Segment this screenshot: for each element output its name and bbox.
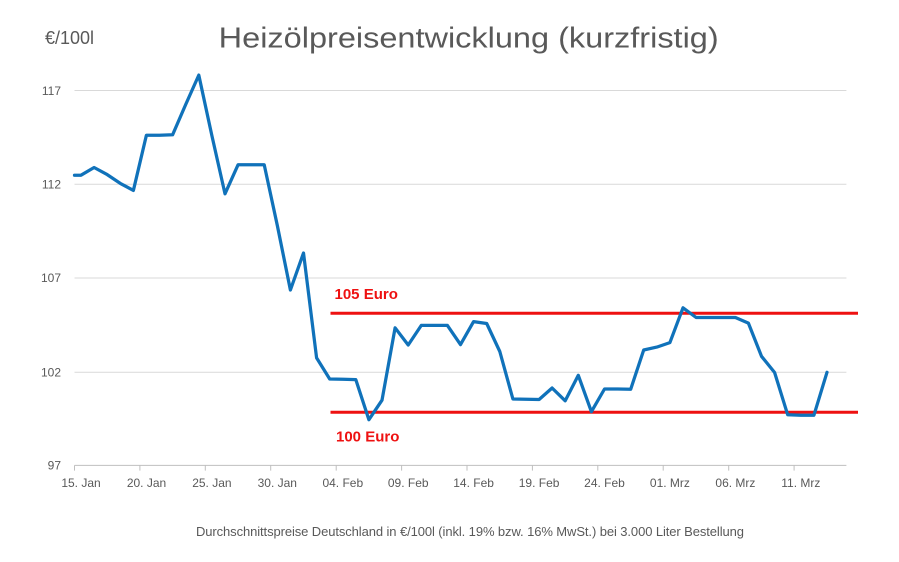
svg-text:100 Euro: 100 Euro xyxy=(336,429,399,446)
svg-text:06. Mrz: 06. Mrz xyxy=(715,476,755,490)
svg-text:€/100l: €/100l xyxy=(45,28,94,48)
svg-text:105 Euro: 105 Euro xyxy=(335,286,398,303)
svg-text:09. Feb: 09. Feb xyxy=(388,476,429,490)
svg-text:20. Jan: 20. Jan xyxy=(127,476,166,490)
svg-text:Durchschnittspreise Deutschlan: Durchschnittspreise Deutschland in €/100… xyxy=(196,524,744,539)
svg-text:24. Feb: 24. Feb xyxy=(584,476,625,490)
svg-text:14. Feb: 14. Feb xyxy=(453,476,494,490)
svg-text:97: 97 xyxy=(48,459,62,473)
svg-text:Heizölpreisentwicklung (kurzfr: Heizölpreisentwicklung (kurzfristig) xyxy=(219,23,719,55)
svg-text:04. Feb: 04. Feb xyxy=(322,476,363,490)
svg-text:01. Mrz: 01. Mrz xyxy=(650,476,690,490)
svg-text:112: 112 xyxy=(42,177,61,191)
svg-text:25. Jan: 25. Jan xyxy=(192,476,231,490)
svg-text:117: 117 xyxy=(42,84,61,98)
svg-text:30. Jan: 30. Jan xyxy=(258,476,297,490)
svg-text:19. Feb: 19. Feb xyxy=(519,476,560,490)
svg-text:15. Jan: 15. Jan xyxy=(61,476,100,490)
svg-text:11. Mrz: 11. Mrz xyxy=(781,476,820,490)
svg-text:102: 102 xyxy=(41,365,61,379)
svg-text:107: 107 xyxy=(41,271,61,285)
